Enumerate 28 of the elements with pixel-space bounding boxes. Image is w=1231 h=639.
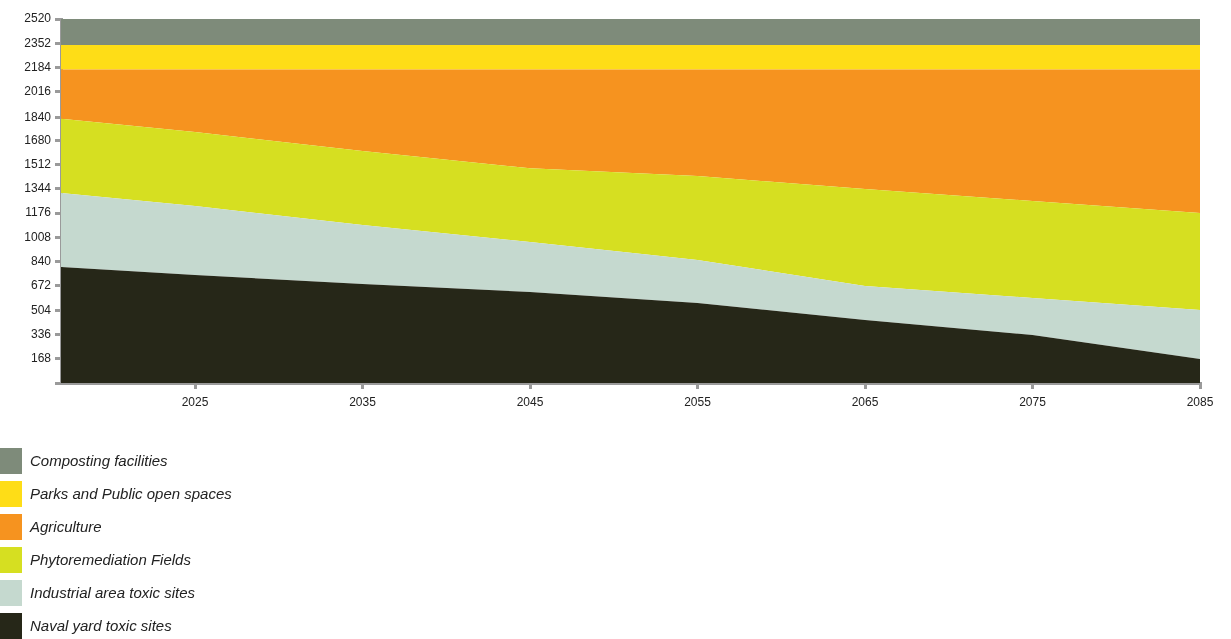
legend-label: Phytoremediation Fields	[30, 551, 191, 568]
legend-label: Agriculture	[30, 518, 102, 535]
y-tick-label: 1176	[25, 205, 52, 220]
y-tick-label: 336	[30, 326, 52, 341]
y-tick-label: 1344	[24, 181, 52, 196]
y-tick-label: 2184	[24, 59, 52, 74]
legend-label: Parks and Public open spaces	[30, 485, 232, 502]
legend-label: Composting facilities	[30, 452, 168, 469]
y-tick-label: 1680	[24, 132, 52, 147]
y-tick-label: 2352	[24, 35, 52, 50]
y-tick-label: 168	[30, 351, 52, 366]
legend-label: Naval yard toxic sites	[30, 617, 172, 634]
x-tick-label: 2045	[516, 394, 544, 409]
y-tick-label: 1840	[24, 109, 52, 124]
x-tick-label: 2075	[1019, 394, 1047, 409]
x-tick-label: 2065	[851, 394, 879, 409]
y-tick-label: 840	[30, 253, 52, 268]
x-tick-label: 2055	[684, 394, 712, 409]
x-tick-label: 2025	[181, 394, 209, 409]
y-tick-label: 504	[30, 302, 52, 317]
x-tick-label: 2035	[349, 394, 377, 409]
y-tick-label: 1512	[24, 156, 52, 171]
y-tick-label: 1008	[24, 229, 52, 244]
y-tick-label: 2016	[24, 84, 52, 99]
y-tick-label: 672	[30, 278, 52, 293]
legend-label: Industrial area toxic sites	[30, 584, 196, 601]
y-tick-label: 2520	[24, 11, 52, 26]
x-tick-label: 2085	[1186, 394, 1214, 409]
